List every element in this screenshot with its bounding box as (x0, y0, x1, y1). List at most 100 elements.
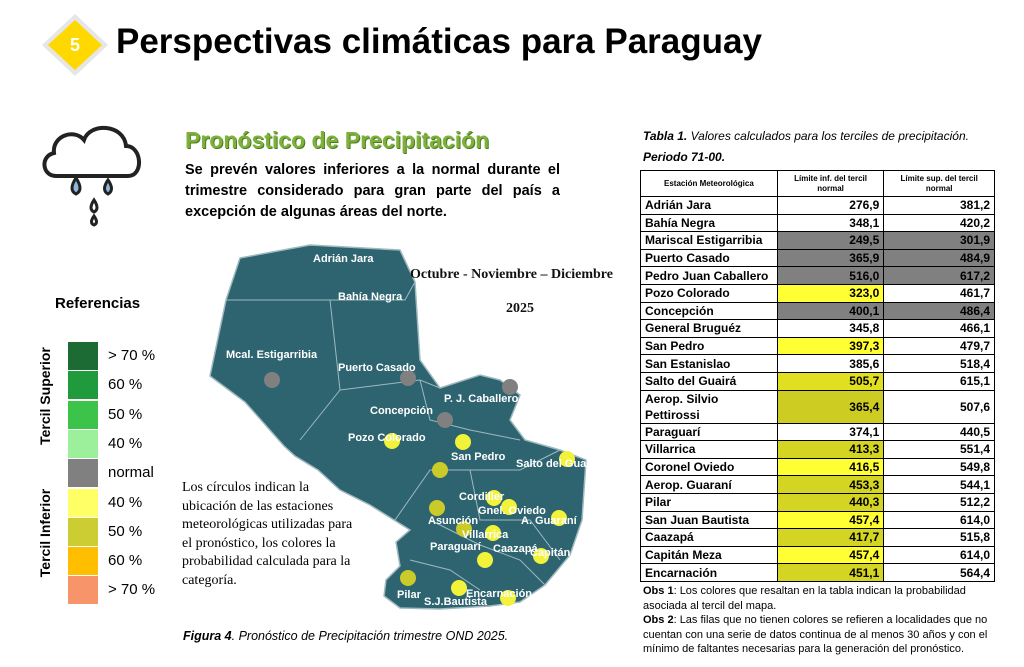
station-cell: Salto del Guairá (640, 371, 778, 391)
station-cell: Paraguarí (640, 422, 778, 442)
table-row: Mariscal Estigarribia 249,5 301,9 (640, 231, 995, 250)
station-dot (500, 590, 516, 606)
station-label: Encarnación (466, 588, 532, 600)
page-title: Perspectivas climáticas para Paraguay (116, 22, 762, 61)
value-cell: 505,7 (776, 371, 885, 391)
station-label: Capitán Meza (530, 547, 601, 559)
station-label: Paraguarí (430, 541, 482, 553)
value-cell: 507,6 (883, 389, 995, 424)
station-label: Villarrica (462, 529, 509, 541)
station-label: Adrián Jara (313, 253, 374, 265)
station-cell: Pedro Juan Caballero (640, 266, 778, 285)
table-caption: Tabla 1. Valores calculados para los ter… (643, 126, 1003, 168)
table-row: Adrián Jara 276,9 381,2 (640, 196, 995, 215)
map: Octubre - Noviembre – Diciembre 2025 Adr… (209, 244, 613, 610)
station-dot (429, 500, 445, 516)
legend-swatch (68, 547, 98, 576)
value-cell: 451,1 (776, 563, 885, 582)
map-note: Los círculos indican la ubicación de las… (182, 480, 353, 588)
caption-label: Figura 4 (183, 629, 232, 643)
caption-text: . Pronóstico de Precipitación trimestre … (231, 629, 509, 643)
value-cell: 479,7 (883, 336, 995, 356)
station-cell: San Juan Bautista (640, 510, 778, 530)
value-cell: 551,4 (883, 440, 995, 459)
map-year: 2025 (506, 301, 534, 316)
value-cell: 374,1 (776, 422, 885, 442)
station-dot (533, 548, 549, 564)
value-cell: 348,1 (776, 213, 885, 233)
legend-label: normal (108, 464, 154, 482)
legend-label: > 70 % (108, 347, 156, 364)
value-cell: 249,5 (776, 231, 885, 250)
station-label: Concepción (370, 405, 433, 417)
table-row: Aerop. Guaraní 453,3 544,1 (640, 475, 995, 494)
table-row: San Juan Bautista 457,4 614,0 (640, 510, 995, 530)
value-cell: 615,1 (883, 371, 995, 391)
station-label: Puerto Casado (338, 362, 416, 374)
value-cell: 457,4 (776, 545, 885, 565)
station-dot (551, 510, 567, 526)
value-cell: 466,1 (883, 319, 995, 338)
rain-icon (42, 125, 141, 227)
station-cell: Pilar (640, 492, 778, 512)
station-cell: Pozo Colorado (640, 283, 778, 303)
table-row: Paraguarí 374,1 440,5 (640, 422, 995, 442)
legend-swatch (68, 488, 98, 517)
station-cell: Concepción (640, 301, 778, 321)
station-dot (486, 490, 502, 506)
header-cell: Límite sup. del tercil normal (883, 170, 995, 197)
legend-swatch (68, 342, 98, 370)
station-cell: Capitán Meza (640, 545, 778, 565)
value-cell: 276,9 (776, 196, 885, 215)
station-label: San Pedro (451, 451, 506, 463)
station-cell: San Estanislao (640, 354, 778, 373)
table-row: Encarnación 451,1 564,4 (640, 563, 995, 582)
station-dot (485, 525, 501, 541)
table-row: Puerto Casado 365,9 484,9 (640, 248, 995, 268)
station-cell: Mariscal Estigarribia (640, 231, 778, 250)
table-row: Salto del Guairá 505,7 615,1 (640, 371, 995, 391)
station-dot (456, 521, 472, 537)
note-text: : Las filas que no tienen colores se ref… (643, 614, 988, 655)
station-dot (477, 552, 493, 568)
value-cell: 484,9 (883, 248, 995, 268)
table-row: Bahía Negra 348,1 420,2 (640, 213, 995, 233)
station-label: Caazapá (493, 543, 539, 555)
table-row: Aerop. Silvio Pettirossi 365,4 507,6 (640, 389, 995, 424)
legend-swatch (68, 576, 98, 605)
value-cell: 544,1 (883, 475, 995, 494)
table-row: Capitán Meza 457,4 614,0 (640, 545, 995, 565)
station-label: Gnel. Oviedo (478, 505, 546, 517)
station-label: S.J.Bautista (424, 596, 488, 608)
note-text: : Los colores que resaltan en la tabla i… (643, 585, 966, 612)
value-cell: 564,4 (883, 563, 995, 582)
station-dot (451, 580, 467, 596)
value-cell: 515,8 (883, 528, 995, 547)
value-cell: 365,4 (776, 389, 885, 424)
legend-label: > 70 % (108, 581, 156, 599)
station-label: P. J. Caballero (444, 393, 519, 405)
value-cell: 461,7 (883, 283, 995, 303)
header-cell: Límite inf. del tercil normal (776, 170, 885, 197)
station-cell: General Bruguéz (640, 319, 778, 338)
map-period: Octubre - Noviembre – Diciembre (410, 267, 613, 282)
station-cell: Caazapá (640, 528, 778, 547)
value-cell: 416,5 (776, 457, 885, 477)
station-label: A. Guaraní (521, 515, 578, 527)
note-label: Obs 2 (643, 614, 674, 626)
section-title: Pronóstico de Precipitación (185, 127, 490, 153)
legend-label: 60 % (108, 376, 143, 394)
value-cell: 413,3 (776, 440, 885, 459)
station-dot (400, 570, 416, 586)
notes: Obs 1: Los colores que resaltan en la ta… (643, 584, 1003, 657)
value-cell: 381,2 (883, 196, 995, 215)
station-label: Bahía Negra (338, 291, 403, 303)
value-cell: 440,3 (776, 492, 885, 512)
station-label: Salto del Guairá (516, 458, 601, 470)
figure-caption: Figura 4. Pronóstico de Precipitación tr… (183, 629, 508, 643)
value-cell: 457,4 (776, 510, 885, 530)
station-cell: Aerop. Guaraní (640, 475, 778, 494)
value-cell: 453,3 (776, 475, 885, 494)
value-cell: 385,6 (776, 354, 885, 373)
note-label: Obs 1 (643, 585, 674, 597)
